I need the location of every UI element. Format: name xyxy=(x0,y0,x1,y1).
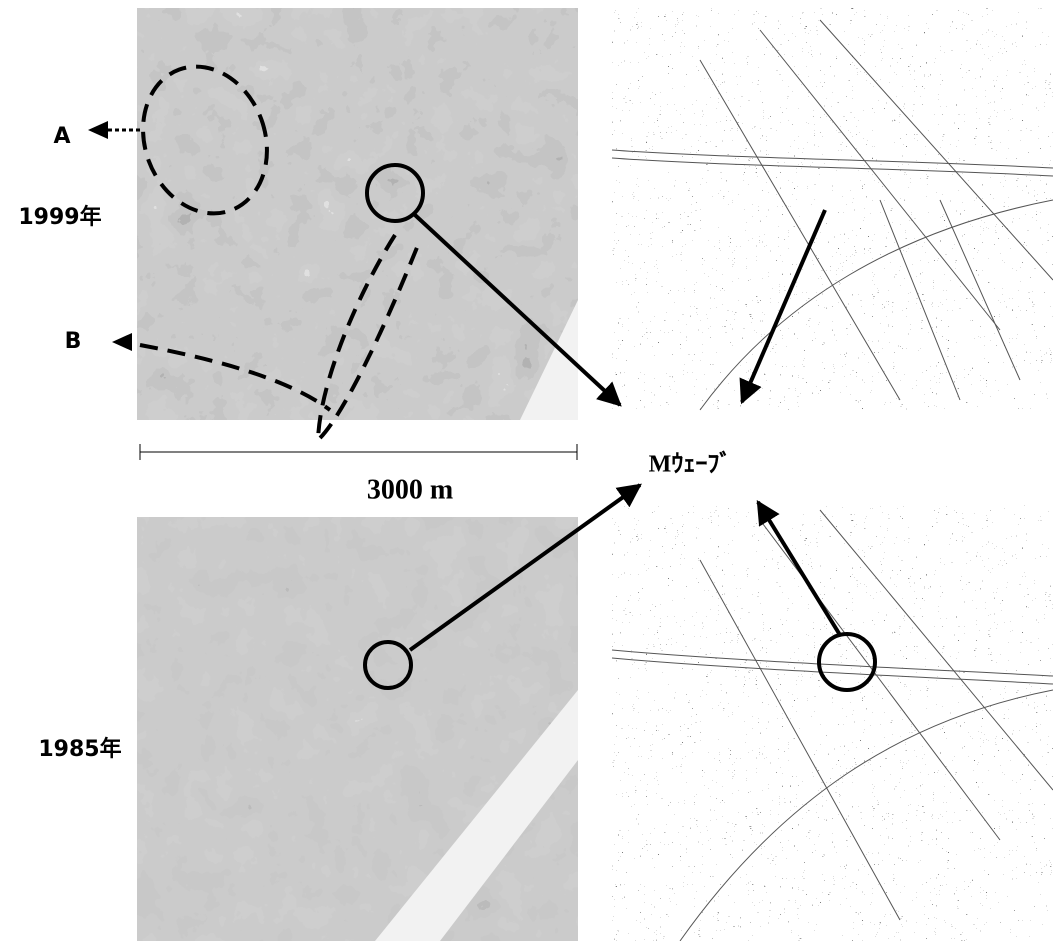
label-b-arrow xyxy=(112,333,132,351)
scale-label: 3000 m xyxy=(367,474,453,505)
satellite-1985 xyxy=(137,517,578,941)
river xyxy=(520,300,578,420)
map-1999 xyxy=(611,8,1053,411)
label-b: B xyxy=(65,329,82,354)
feature-label: Mｳｪｰﾌﾞ xyxy=(649,450,732,478)
year-label: 1999年 xyxy=(18,204,101,230)
map-1985 xyxy=(611,505,1053,941)
river xyxy=(375,690,578,941)
year-label: 1985年 xyxy=(38,736,121,762)
label-a-arrow xyxy=(88,121,108,139)
label-a: A xyxy=(53,124,70,149)
scale-bar xyxy=(139,444,578,460)
annotation-shapes xyxy=(139,64,877,692)
